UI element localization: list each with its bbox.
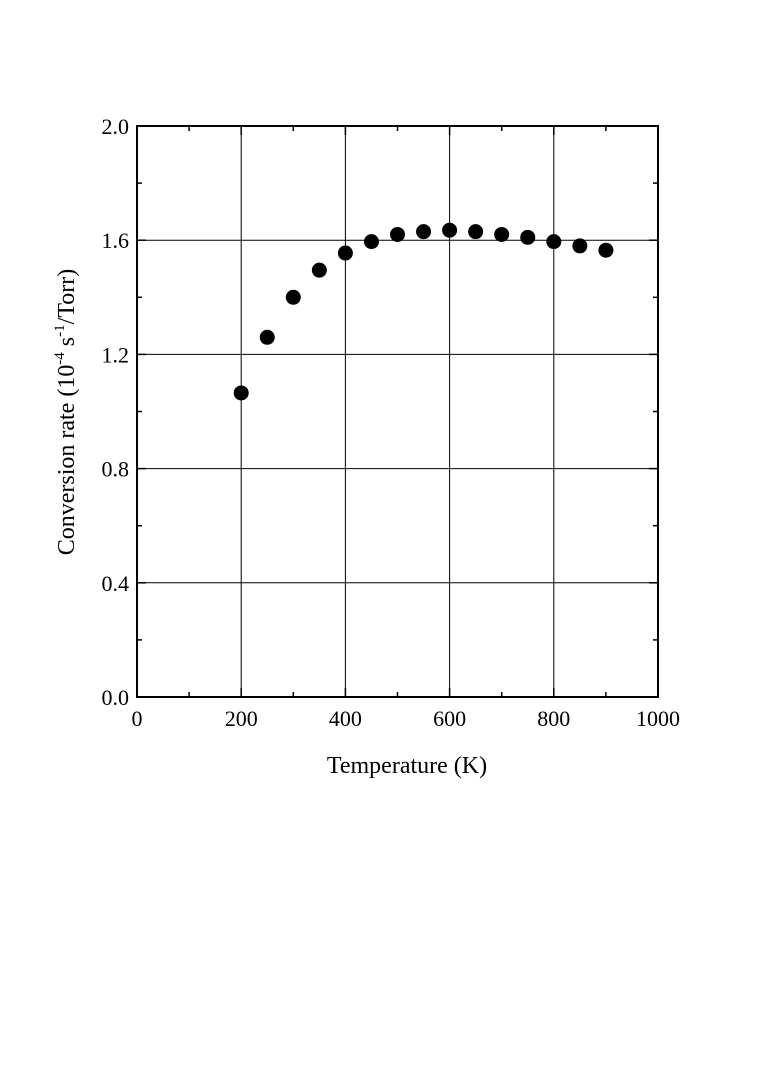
x-axis-title: Temperature (K) bbox=[327, 753, 487, 779]
data-point bbox=[546, 234, 562, 250]
y-tick-label: 0.0 bbox=[102, 685, 130, 710]
y-tick-labels: 0.0 0.4 0.8 1.2 1.6 2.0 bbox=[102, 114, 130, 710]
y-axis-title-suffix: /Torr) bbox=[54, 269, 80, 325]
x-tick-label: 400 bbox=[329, 706, 362, 731]
y-tick-label: 1.6 bbox=[102, 228, 130, 253]
y-axis-title-exponent-1: -4 bbox=[52, 352, 68, 365]
y-tick-label: 0.8 bbox=[102, 457, 130, 482]
y-axis-title-prefix: Conversion rate (10 bbox=[54, 365, 80, 556]
y-axis-title: Conversion rate (10-4 s-1/Torr) bbox=[52, 269, 80, 556]
data-point bbox=[468, 224, 484, 240]
x-tick-label: 600 bbox=[433, 706, 466, 731]
data-points bbox=[233, 222, 614, 401]
data-point bbox=[363, 234, 379, 250]
grid-lines bbox=[137, 126, 658, 697]
data-point bbox=[494, 226, 510, 242]
data-point bbox=[442, 222, 458, 238]
y-tick-label: 2.0 bbox=[102, 114, 130, 139]
x-tick-label: 1000 bbox=[636, 706, 680, 731]
x-tick-label: 200 bbox=[225, 706, 258, 731]
data-point bbox=[598, 242, 614, 258]
data-point bbox=[285, 289, 301, 305]
y-tick-label: 0.4 bbox=[102, 571, 130, 596]
data-point bbox=[233, 385, 249, 401]
data-point bbox=[390, 226, 405, 242]
y-tick-label: 1.2 bbox=[102, 342, 130, 367]
data-point bbox=[572, 238, 588, 254]
data-point bbox=[520, 229, 536, 245]
data-point bbox=[259, 329, 275, 345]
data-point bbox=[311, 262, 327, 278]
data-point bbox=[337, 245, 353, 261]
plot-frame bbox=[136, 125, 659, 698]
data-point bbox=[416, 224, 432, 240]
x-tick-labels: 0 200 400 600 800 1000 bbox=[132, 706, 681, 731]
x-tick-label: 800 bbox=[537, 706, 570, 731]
y-axis-title-exponent-2: -1 bbox=[52, 324, 68, 337]
x-tick-label: 0 bbox=[132, 706, 143, 731]
axis-ticks bbox=[136, 125, 659, 698]
y-axis-title-mid: s bbox=[54, 337, 80, 352]
